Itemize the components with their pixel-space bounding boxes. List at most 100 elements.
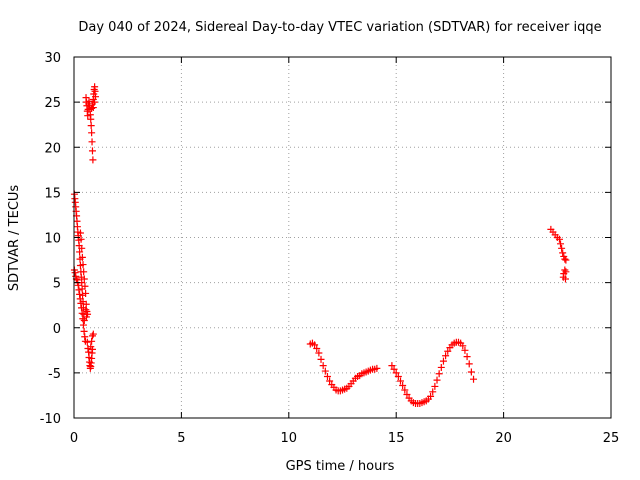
- data-point: [435, 370, 443, 378]
- data-point: [317, 355, 325, 363]
- chart-title: Day 040 of 2024, Sidereal Day-to-day VTE…: [78, 20, 601, 35]
- data-point: [319, 362, 327, 370]
- data-point: [76, 229, 84, 237]
- data-point: [82, 289, 90, 297]
- data-point: [76, 248, 84, 256]
- data-point: [77, 299, 85, 307]
- data-point: [88, 337, 96, 345]
- data-point: [88, 138, 96, 146]
- y-axis-label: SDTVAR / TECUs: [7, 185, 22, 292]
- data-point: [313, 345, 321, 353]
- data-point: [75, 286, 83, 294]
- x-tick-label: 10: [281, 431, 298, 446]
- data-point: [80, 275, 88, 283]
- data-point: [388, 362, 396, 370]
- data-point: [87, 343, 95, 351]
- data-point: [394, 372, 402, 380]
- data-point: [461, 346, 469, 354]
- data-point: [76, 295, 84, 303]
- data-point: [433, 376, 441, 384]
- data-series: [70, 83, 570, 408]
- data-point: [403, 391, 411, 399]
- data-point: [78, 304, 86, 312]
- data-point: [470, 375, 478, 383]
- data-point: [390, 365, 398, 373]
- data-point: [373, 364, 381, 372]
- data-point: [81, 282, 89, 290]
- y-tick-label: 5: [53, 277, 61, 292]
- data-point: [78, 244, 86, 252]
- data-point: [444, 347, 452, 355]
- data-point: [80, 327, 88, 335]
- data-point: [427, 392, 435, 400]
- data-point: [399, 382, 407, 390]
- data-point: [555, 235, 563, 243]
- data-point: [465, 360, 473, 368]
- x-tick-label: 0: [70, 431, 78, 446]
- data-point: [87, 115, 95, 123]
- y-tick-label: 20: [44, 141, 61, 156]
- data-point: [88, 129, 96, 137]
- data-point: [561, 255, 569, 263]
- data-point: [89, 104, 97, 112]
- data-point: [78, 253, 86, 261]
- data-point: [89, 156, 97, 164]
- data-point: [459, 342, 467, 350]
- data-point: [91, 93, 99, 101]
- data-point: [321, 367, 329, 375]
- data-point: [88, 104, 96, 112]
- data-point: [82, 313, 90, 321]
- data-point: [561, 266, 569, 274]
- data-point: [562, 268, 570, 276]
- data-point: [71, 269, 79, 277]
- x-tick-label: 20: [495, 431, 512, 446]
- y-tick-label: 15: [44, 186, 61, 201]
- y-tick-label: 25: [44, 96, 61, 111]
- data-point: [463, 353, 471, 361]
- data-point: [79, 321, 87, 329]
- y-tick-label: -5: [48, 367, 61, 382]
- data-point: [326, 377, 334, 385]
- data-point: [80, 268, 88, 276]
- data-point: [558, 244, 566, 252]
- data-point: [439, 357, 447, 365]
- data-point: [87, 122, 95, 130]
- x-tick-label: 25: [603, 431, 620, 446]
- data-point: [323, 372, 331, 380]
- x-tick-label: 5: [177, 431, 185, 446]
- data-point: [442, 352, 450, 360]
- data-point: [78, 309, 86, 317]
- data-point: [88, 147, 96, 155]
- grid-lines: [74, 57, 611, 418]
- data-point: [79, 315, 87, 323]
- data-point: [77, 235, 85, 243]
- data-point: [315, 349, 323, 357]
- y-tick-label: 30: [44, 51, 61, 66]
- data-point: [561, 275, 569, 283]
- data-point: [559, 249, 567, 257]
- data-point: [467, 368, 475, 376]
- y-tick-label: 0: [53, 322, 61, 337]
- x-axis-label: GPS time / hours: [286, 459, 395, 474]
- data-point: [83, 338, 91, 346]
- data-point: [76, 290, 84, 298]
- data-point: [562, 256, 570, 264]
- y-tick-label: 10: [44, 232, 61, 247]
- data-point: [431, 382, 439, 390]
- data-point: [392, 369, 400, 377]
- data-point: [401, 386, 409, 394]
- data-point: [311, 341, 319, 349]
- data-point: [81, 333, 89, 341]
- data-point: [79, 261, 87, 269]
- data-point: [90, 98, 98, 106]
- y-tick-label: -10: [40, 412, 61, 427]
- data-point: [437, 363, 445, 371]
- data-point: [88, 332, 96, 340]
- data-point: [89, 330, 97, 338]
- data-point: [82, 306, 90, 314]
- data-point: [557, 240, 565, 248]
- data-point: [429, 388, 437, 396]
- axes: 0 5 10 15 20 25 -10 -5 0 5 10 15 20 25 30: [40, 51, 620, 446]
- data-point: [396, 377, 404, 385]
